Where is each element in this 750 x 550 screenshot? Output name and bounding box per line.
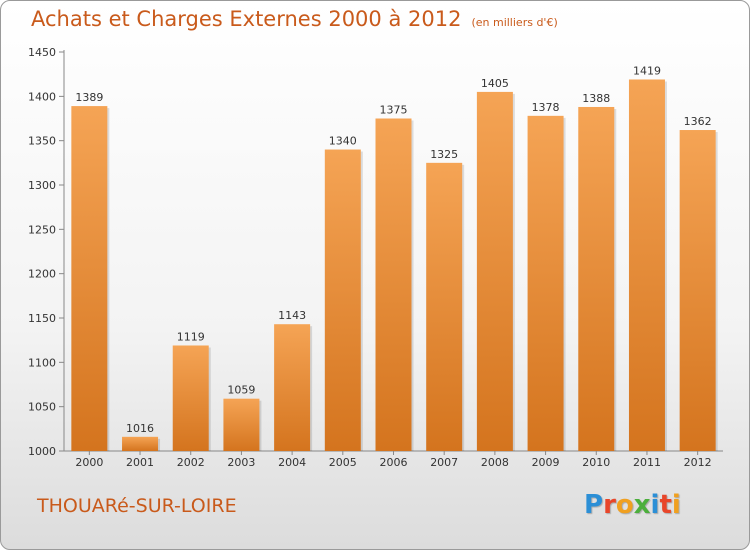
logo-letter: P [584, 490, 604, 520]
data-label-2003: 1059 [227, 384, 255, 397]
x-tick-label-2003: 2003 [227, 456, 255, 469]
x-tick-label-2006: 2006 [380, 456, 408, 469]
x-tick-label-2008: 2008 [481, 456, 509, 469]
x-tick-label-2009: 2009 [532, 456, 560, 469]
chart-bars [71, 79, 718, 452]
data-label-2000: 1389 [75, 91, 103, 104]
logo-letter: x [633, 490, 651, 520]
logo-letter: o [615, 490, 634, 520]
chart-subtitle: (en milliers d'€) [471, 16, 558, 29]
bar-2012 [679, 130, 716, 451]
bar-2001 [122, 436, 159, 451]
chart-title: Achats et Charges Externes 2000 à 2012 (e… [31, 7, 558, 31]
bar-2006 [375, 118, 412, 451]
x-tick-label-2004: 2004 [278, 456, 306, 469]
x-tick-label-2002: 2002 [177, 456, 205, 469]
bar-2000 [71, 106, 108, 451]
data-label-2006: 1375 [380, 104, 408, 117]
data-label-2009: 1378 [532, 101, 560, 114]
data-label-2002: 1119 [177, 330, 205, 343]
city-name: THOUARé-SUR-LOIRE [37, 495, 237, 517]
y-tick-label: 1300 [28, 179, 56, 192]
y-tick-label: 1400 [28, 90, 56, 103]
chart-title-text: Achats et Charges Externes 2000 à 2012 [31, 7, 462, 31]
y-tick-label: 1000 [28, 445, 56, 458]
bar-2003 [223, 398, 260, 451]
data-label-2001: 1016 [126, 422, 154, 435]
x-tick-label-2000: 2000 [75, 456, 103, 469]
y-tick-label: 1150 [28, 312, 56, 325]
y-tick-label: 1350 [28, 135, 56, 148]
bar-2011 [628, 79, 665, 451]
data-label-2007: 1325 [430, 148, 458, 161]
bar-2005 [324, 149, 361, 452]
x-tick-label-2011: 2011 [633, 456, 661, 469]
x-tick-label-2007: 2007 [430, 456, 458, 469]
bar-2010 [578, 106, 615, 452]
y-tick-label: 1250 [28, 223, 56, 236]
data-label-2005: 1340 [329, 135, 357, 148]
logo-letter: i [671, 490, 681, 520]
data-label-2004: 1143 [278, 309, 306, 322]
chart-labels: 1389 2000 1016 2001 1119 2002 1059 2003 1143 2004… [75, 64, 711, 469]
y-tick-label: 1450 [28, 46, 56, 59]
data-label-2010: 1388 [582, 92, 610, 105]
bar-2008 [476, 91, 513, 452]
y-tick-label: 1200 [28, 268, 56, 281]
x-tick-label-2010: 2010 [582, 456, 610, 469]
y-tick-label: 1100 [28, 356, 56, 369]
bar-2009 [527, 115, 564, 451]
data-label-2012: 1362 [684, 115, 712, 128]
proxiti-logo: Proxiti [584, 490, 681, 520]
data-label-2008: 1405 [481, 77, 509, 90]
logo-letter: t [659, 490, 672, 520]
x-tick-label-2005: 2005 [329, 456, 357, 469]
chart-axes: 1000 1050 1100 1150 1200 1250 1300 1350 1400 1450 [28, 46, 723, 458]
x-tick-label-2012: 2012 [684, 456, 712, 469]
bar-2002 [172, 345, 209, 451]
logo-letter: r [603, 490, 616, 520]
x-tick-label-2001: 2001 [126, 456, 154, 469]
bar-2004 [274, 324, 311, 451]
data-label-2011: 1419 [633, 64, 661, 77]
bar-2007 [426, 162, 463, 452]
y-tick-label: 1050 [28, 401, 56, 414]
logo-letter: i [650, 490, 660, 520]
